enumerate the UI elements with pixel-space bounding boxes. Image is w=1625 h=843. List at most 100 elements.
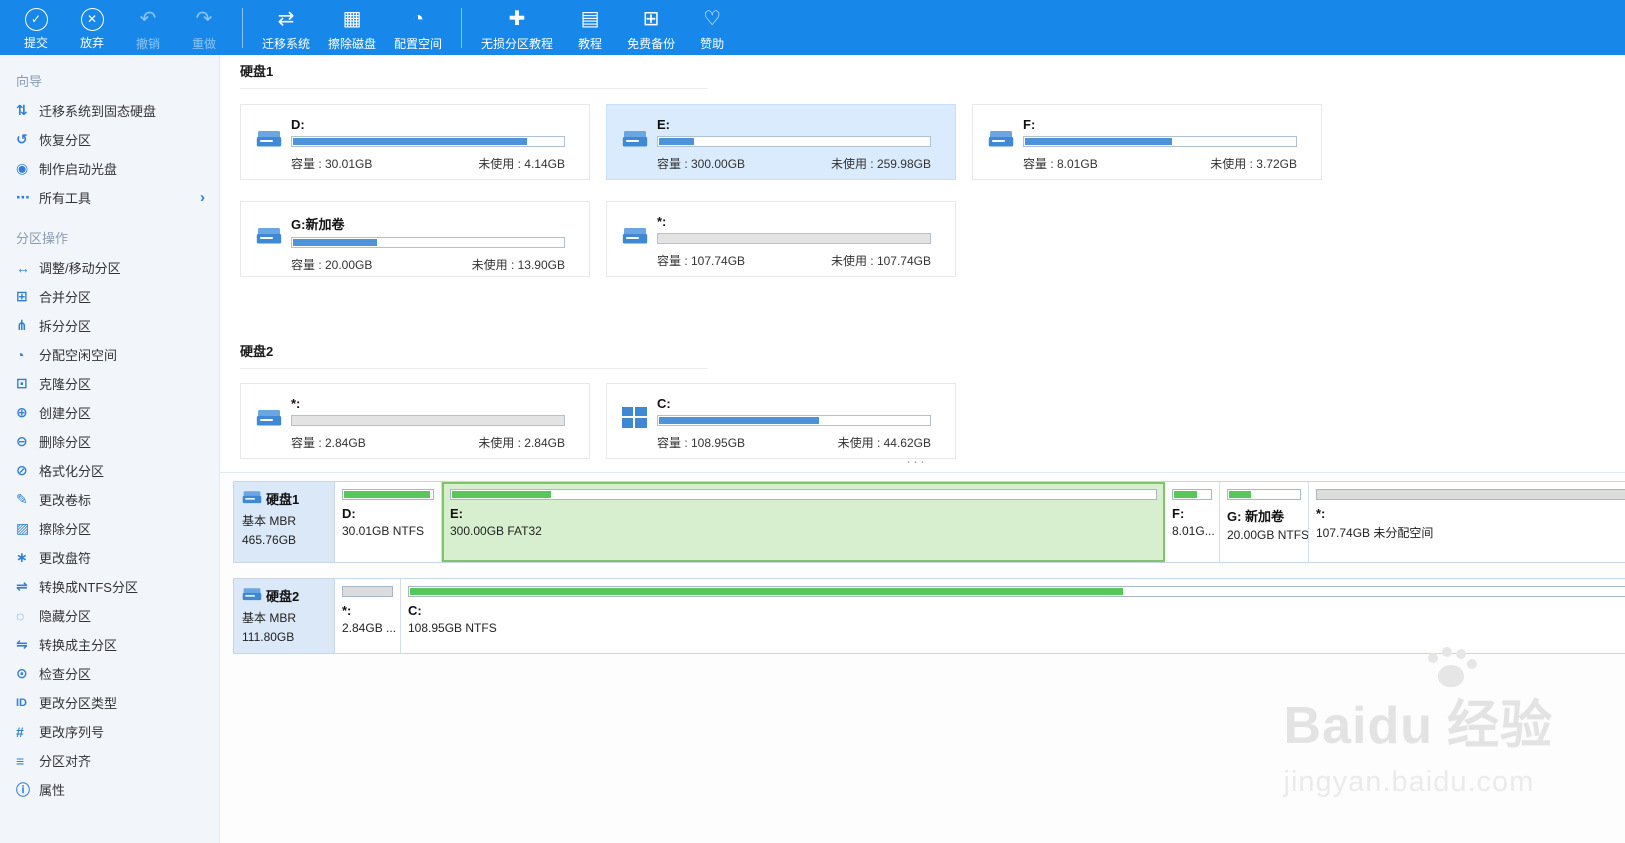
sidebar-item-partition-alignment[interactable]: ≡ 分区对齐 <box>0 746 219 775</box>
toolbar-donate[interactable]: ♡ 赞助 <box>684 0 740 55</box>
wipe-partition-icon: ▨ <box>16 520 30 536</box>
partition-card-d[interactable]: D: 容量 : 30.01GB 未使用 : 4.14GB <box>240 104 590 180</box>
partition-card-c[interactable]: C: 容量 : 108.95GB 未使用 : 44.62GB <box>606 383 956 459</box>
partition-label: F: <box>1172 506 1185 521</box>
convert-ntfs-icon: ⇌ <box>16 578 28 594</box>
usage-bar-fill <box>1229 491 1252 498</box>
map-partition-e[interactable]: E: 300.00GB FAT32 <box>442 482 1165 562</box>
splitter-handle-icon[interactable]: ··· <box>906 453 927 470</box>
partition-label: C: <box>408 603 422 618</box>
toolbar-discard[interactable]: ✕ 放弃 <box>64 0 120 55</box>
recover-partition-icon: ↺ <box>16 131 28 147</box>
toolbar-wipe-disk[interactable]: ▦ 擦除磁盘 <box>319 0 385 55</box>
sidebar-item-create-partition[interactable]: ⊕ 创建分区 <box>0 398 219 427</box>
partition-type-id-icon: ID <box>16 696 27 709</box>
disk1-info-cell[interactable]: 硬盘1 基本 MBR 465.76GB <box>234 482 335 562</box>
sidebar-item-delete-partition[interactable]: ⊖ 删除分区 <box>0 427 219 456</box>
map-partition-d[interactable]: D: 30.01GB NTFS <box>335 482 442 562</box>
toolbar-undo[interactable]: ↶ 撤销 <box>120 0 176 55</box>
usage-bar-fill <box>452 491 551 498</box>
capacity-label: 容量 : 30.01GB <box>291 157 373 171</box>
map-partition-c[interactable]: C: 108.95GB NTFS <box>401 579 1625 653</box>
toolbar-migrate-system[interactable]: ⇄ 迁移系统 <box>253 0 319 55</box>
sidebar-item-hide-partition[interactable]: ◌ 隐藏分区 <box>0 601 219 630</box>
toolbar-submit[interactable]: ✓ 提交 <box>8 0 64 55</box>
hard-drive-icon <box>256 128 282 154</box>
sidebar-item-clone-partition[interactable]: ⊡ 克隆分区 <box>0 369 219 398</box>
unused-label: 未使用 : 4.14GB <box>478 157 565 171</box>
sidebar-item-merge-partition[interactable]: ⊞ 合并分区 <box>0 282 219 311</box>
hard-drive-icon <box>242 586 262 605</box>
partition-letter: G:新加卷 <box>291 217 345 232</box>
sidebar-item-migrate-os-to-ssd[interactable]: ⇅ 迁移系统到固态硬盘 <box>0 96 219 125</box>
partition-letter: D: <box>291 117 305 132</box>
sidebar-item-convert-to-ntfs[interactable]: ⇌ 转换成NTFS分区 <box>0 572 219 601</box>
map-partition-unallocated-disk1[interactable]: *: 107.74GB 未分配空间 <box>1309 482 1625 562</box>
partition-card-g[interactable]: G:新加卷 容量 : 20.00GB 未使用 : 13.90GB <box>240 201 590 277</box>
hard-drive-icon <box>988 128 1014 154</box>
map-partition-g[interactable]: G: 新加卷 20.00GB NTFS <box>1220 482 1309 562</box>
disk-size: 465.76GB <box>242 533 297 547</box>
usage-bar <box>450 489 1157 500</box>
map-partition-f[interactable]: F: 8.01G... <box>1165 482 1220 562</box>
sidebar-item-resize-move[interactable]: ↔ 调整/移动分区 <box>0 253 219 282</box>
toolbar-donate-label: 赞助 <box>700 37 725 51</box>
sidebar-section-partition-ops: 分区操作 <box>16 231 69 246</box>
sidebar-item-split-partition[interactable]: ⋔ 拆分分区 <box>0 311 219 340</box>
disk-size: 111.80GB <box>242 630 295 644</box>
toolbar-redo[interactable]: ↷ 重做 <box>176 0 232 55</box>
toolbar-undo-label: 撤销 <box>135 37 160 51</box>
sidebar-item-change-label[interactable]: ✎ 更改卷标 <box>0 485 219 514</box>
partition-card-f[interactable]: F: 容量 : 8.01GB 未使用 : 3.72GB <box>972 104 1322 180</box>
sidebar-section-wizard: 向导 <box>16 74 43 89</box>
sidebar-item-change-partition-type[interactable]: ID 更改分区类型 <box>0 688 219 717</box>
migrate-ssd-icon: ⇅ <box>16 102 28 118</box>
wipe-disk-icon: ▦ <box>342 8 362 30</box>
toolbar-configure-space[interactable]: ◔ 配置空间 <box>385 0 451 55</box>
usage-bar <box>291 237 565 248</box>
sidebar-item-label: 克隆分区 <box>39 377 92 392</box>
toolbar-configure-space-label: 配置空间 <box>394 37 443 51</box>
partition-card-unallocated-disk1[interactable]: *: 容量 : 107.74GB 未使用 : 107.74GB <box>606 201 956 277</box>
sidebar-item-make-bootable-cd[interactable]: ◉ 制作启动光盘 <box>0 154 219 183</box>
disk2-info-cell[interactable]: 硬盘2 基本 MBR 111.80GB <box>234 579 335 653</box>
sidebar-item-format-partition[interactable]: ⊘ 格式化分区 <box>0 456 219 485</box>
partition-label: D: <box>342 506 356 521</box>
partition-card-unallocated-disk2[interactable]: *: 容量 : 2.84GB 未使用 : 2.84GB <box>240 383 590 459</box>
usage-bar <box>1023 136 1297 147</box>
sidebar-item-allocate-free-space[interactable]: ◔ 分配空闲空间 <box>0 340 219 369</box>
capacity-label: 容量 : 20.00GB <box>291 258 373 272</box>
usage-bar <box>657 415 931 426</box>
sidebar-item-label: 创建分区 <box>39 406 92 421</box>
capacity-label: 容量 : 107.74GB <box>657 254 746 268</box>
disk-map-panel: 硬盘1 基本 MBR 465.76GB D: 30.01GB NTFS E: 3… <box>220 472 1625 843</box>
sidebar-item-properties[interactable]: ⓘ 属性 <box>0 775 219 804</box>
sidebar-item-label: 调整/移动分区 <box>39 261 121 276</box>
sidebar-item-all-tools[interactable]: ⋯ 所有工具 › <box>0 183 219 212</box>
map-partition-unallocated-disk2[interactable]: *: 2.84GB ... <box>335 579 401 653</box>
disk1-partitions: D: 30.01GB NTFS E: 300.00GB FAT32 F: 8.0… <box>335 482 1625 562</box>
sidebar-item-label: 更改盘符 <box>39 551 92 566</box>
partition-card-e[interactable]: E: 容量 : 300.00GB 未使用 : 259.98GB <box>606 104 956 180</box>
sidebar-item-change-drive-letter[interactable]: ∗ 更改盘符 <box>0 543 219 572</box>
baidu-jingyan-watermark: Baidu 经验 jingyan.baidu.com <box>1284 653 1553 799</box>
toolbar-free-backup[interactable]: ⊞ 免费备份 <box>618 0 684 55</box>
toolbar-free-backup-label: 免费备份 <box>627 37 676 51</box>
unused-label: 未使用 : 259.98GB <box>830 157 931 171</box>
partition-detail: 30.01GB NTFS <box>342 524 425 538</box>
sidebar-item-recover-partition[interactable]: ↺ 恢复分区 <box>0 125 219 154</box>
toolbar-tutorial[interactable]: ▤ 教程 <box>562 0 618 55</box>
unused-label: 未使用 : 13.90GB <box>471 258 565 272</box>
usage-bar-fill <box>293 138 527 145</box>
sidebar-item-convert-to-primary[interactable]: ⇋ 转换成主分区 <box>0 630 219 659</box>
sidebar-item-change-serial-number[interactable]: # 更改序列号 <box>0 717 219 746</box>
sidebar-item-wipe-partition[interactable]: ▨ 擦除分区 <box>0 514 219 543</box>
sidebar-item-label: 合并分区 <box>39 290 92 305</box>
format-partition-icon: ⊘ <box>16 462 28 478</box>
backup-icon: ⊞ <box>642 8 660 30</box>
sidebar-item-check-partition[interactable]: ⊙ 检查分区 <box>0 659 219 688</box>
disk2-cards: *: 容量 : 2.84GB 未使用 : 2.84GB C: 容量 : 108.… <box>240 383 1322 459</box>
toolbar-partition-tutorial[interactable]: ✚ 无损分区教程 <box>472 0 562 55</box>
unused-label: 未使用 : 3.72GB <box>1210 157 1297 171</box>
disk1-cards: D: 容量 : 30.01GB 未使用 : 4.14GB E: 容量 : 300… <box>240 104 1322 277</box>
